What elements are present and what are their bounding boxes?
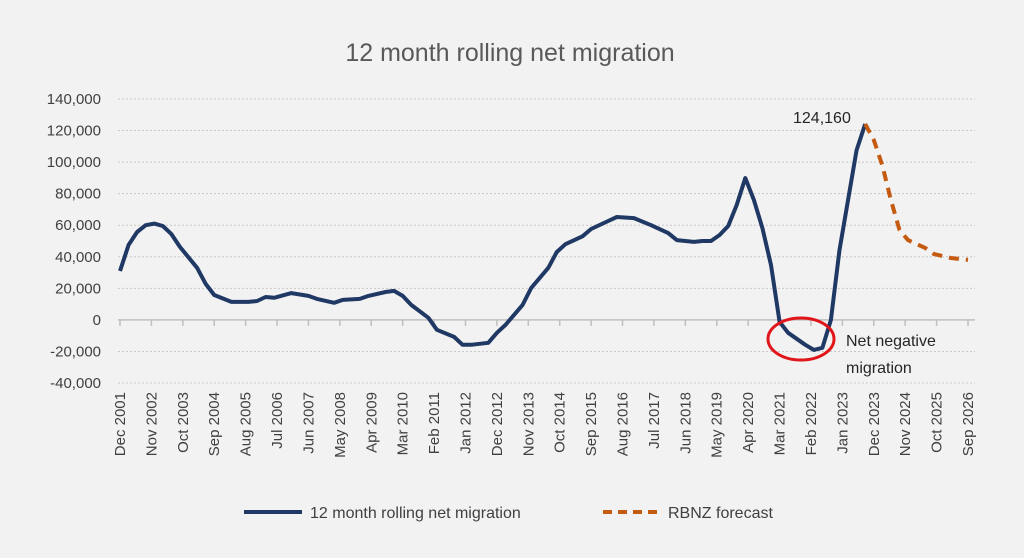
x-tick-label: Jul 2006 [269, 392, 286, 449]
legend-label-net-migration: 12 month rolling net migration [310, 505, 521, 522]
negative-migration-circle [766, 316, 836, 362]
y-tick-label: 80,000 [55, 186, 101, 203]
net-migration-line [118, 123, 868, 352]
x-tick-label: Nov 2002 [143, 392, 160, 456]
net-negative-label-line1: Net negative [846, 333, 936, 350]
x-tick-label: Nov 2024 [897, 392, 914, 456]
x-tick-label: Feb 2022 [803, 392, 820, 455]
net-negative-label-line2: migration [846, 360, 912, 377]
x-tick-label: Jan 2012 [457, 392, 474, 454]
gridlines [118, 98, 975, 384]
x-tick-label: Dec 2023 [866, 392, 883, 456]
x-tick-label: Aug 2005 [238, 392, 255, 456]
x-tick-label: Jun 2018 [677, 392, 694, 454]
y-tick-label: -20,000 [50, 343, 101, 360]
x-tick-label: Mar 2010 [395, 392, 412, 455]
x-tick-label: Aug 2016 [615, 392, 632, 456]
x-tick-label: May 2008 [332, 392, 349, 458]
series-lines [118, 123, 969, 352]
y-tick-label: 0 [93, 312, 101, 329]
x-tick-label: Jul 2017 [646, 392, 663, 449]
y-tick-label: 100,000 [47, 154, 101, 171]
y-tick-label: 20,000 [55, 280, 101, 297]
peak-value-label: 124,160 [793, 110, 851, 127]
x-axis-labels: Dec 2001 Nov 2002 Oct 2003 Sep 2004 Aug 2005… [112, 392, 977, 458]
y-tick-label: 40,000 [55, 249, 101, 266]
legend: 12 month rolling net migration RBNZ fore… [244, 505, 773, 522]
x-tick-label: Mar 2021 [772, 392, 789, 455]
x-tick-label: Jun 2007 [300, 392, 317, 454]
x-tick-label: Dec 2012 [489, 392, 506, 456]
y-tick-label: -40,000 [50, 375, 101, 392]
x-tick-label: Oct 2003 [175, 392, 192, 453]
legend-label-rbnz-forecast: RBNZ forecast [668, 505, 773, 522]
x-tick-label: Nov 2013 [520, 392, 537, 456]
x-tick-label: Oct 2014 [552, 392, 569, 453]
y-tick-label: 120,000 [47, 123, 101, 140]
x-tick-label: Dec 2001 [112, 392, 129, 456]
x-tick-label: May 2019 [709, 392, 726, 458]
rbnz-forecast-line [863, 123, 969, 262]
x-tick-label: Sep 2015 [583, 392, 600, 456]
y-tick-label: 140,000 [47, 91, 101, 108]
x-tick-label: Apr 2009 [363, 392, 380, 453]
chart-title: 12 month rolling net migration [345, 39, 674, 67]
x-tick-label: Sep 2026 [960, 392, 977, 456]
x-tick-label: Oct 2025 [929, 392, 946, 453]
x-tick-label: Sep 2004 [206, 392, 223, 456]
y-axis-labels: -40,000 -20,000 0 20,000 40,000 60,000 80,000 1… [47, 91, 101, 392]
y-tick-label: 60,000 [55, 217, 101, 234]
x-tick-label: Apr 2020 [740, 392, 757, 453]
x-tick-label: Jan 2023 [834, 392, 851, 454]
x-tick-label: Feb 2011 [426, 392, 443, 454]
